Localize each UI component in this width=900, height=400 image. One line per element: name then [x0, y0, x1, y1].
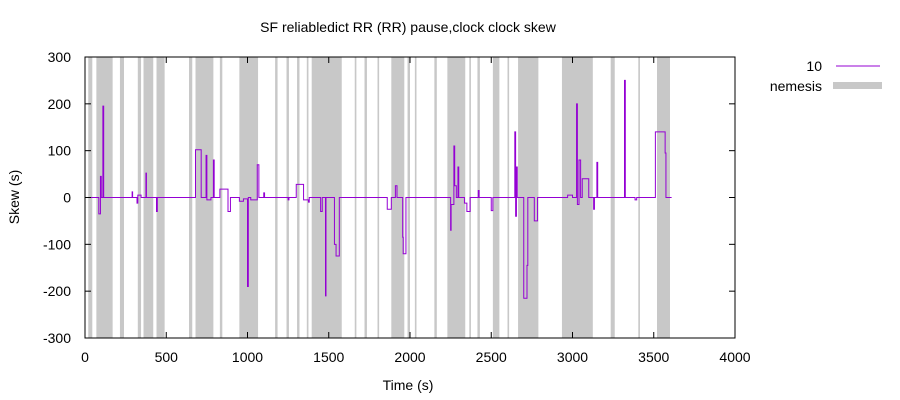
- y-tick-label-0: 300: [48, 49, 72, 65]
- nemesis-band-3: [137, 57, 142, 338]
- nemesis-band-31: [657, 57, 670, 338]
- axis-ticks: 0 500 1000 1500 2000 2500 3000 3500 400030020010…: [43, 49, 751, 365]
- y-tick-label-2: 100: [48, 143, 72, 159]
- x-tick-label-4: 2000: [394, 349, 425, 365]
- y-tick-label-5: -200: [43, 283, 71, 299]
- nemesis-band-12: [297, 57, 300, 338]
- legend-nemesis-label: nemesis: [770, 78, 822, 94]
- y-tick-label-4: -100: [43, 236, 71, 252]
- chart-title: SF reliabledict RR (RR) pause,clock cloc…: [260, 19, 557, 35]
- series-lines: [85, 79, 672, 299]
- series-line-10: [85, 79, 672, 299]
- x-tick-label-6: 3000: [557, 349, 588, 365]
- y-tick-label-6: -300: [43, 330, 71, 346]
- x-axis-label: Time (s): [383, 377, 434, 393]
- x-tick-label-2: 1000: [232, 349, 263, 365]
- x-tick-label-0: 0: [81, 349, 89, 365]
- x-tick-label-5: 2500: [476, 349, 507, 365]
- legend-series-label: 10: [806, 58, 822, 74]
- y-tick-label-3: 0: [63, 190, 71, 206]
- x-tick-label-7: 3500: [638, 349, 669, 365]
- y-tick-label-1: 200: [48, 96, 72, 112]
- x-tick-label-8: 4000: [719, 349, 750, 365]
- legend: 10 nemesis: [770, 58, 882, 94]
- x-tick-label-3: 1500: [313, 349, 344, 365]
- legend-nemesis-swatch: [833, 82, 882, 89]
- nemesis-band-13: [306, 57, 309, 338]
- x-tick-label-1: 500: [155, 349, 179, 365]
- nemesis-band-8: [219, 57, 223, 338]
- y-axis-label: Skew (s): [6, 170, 22, 224]
